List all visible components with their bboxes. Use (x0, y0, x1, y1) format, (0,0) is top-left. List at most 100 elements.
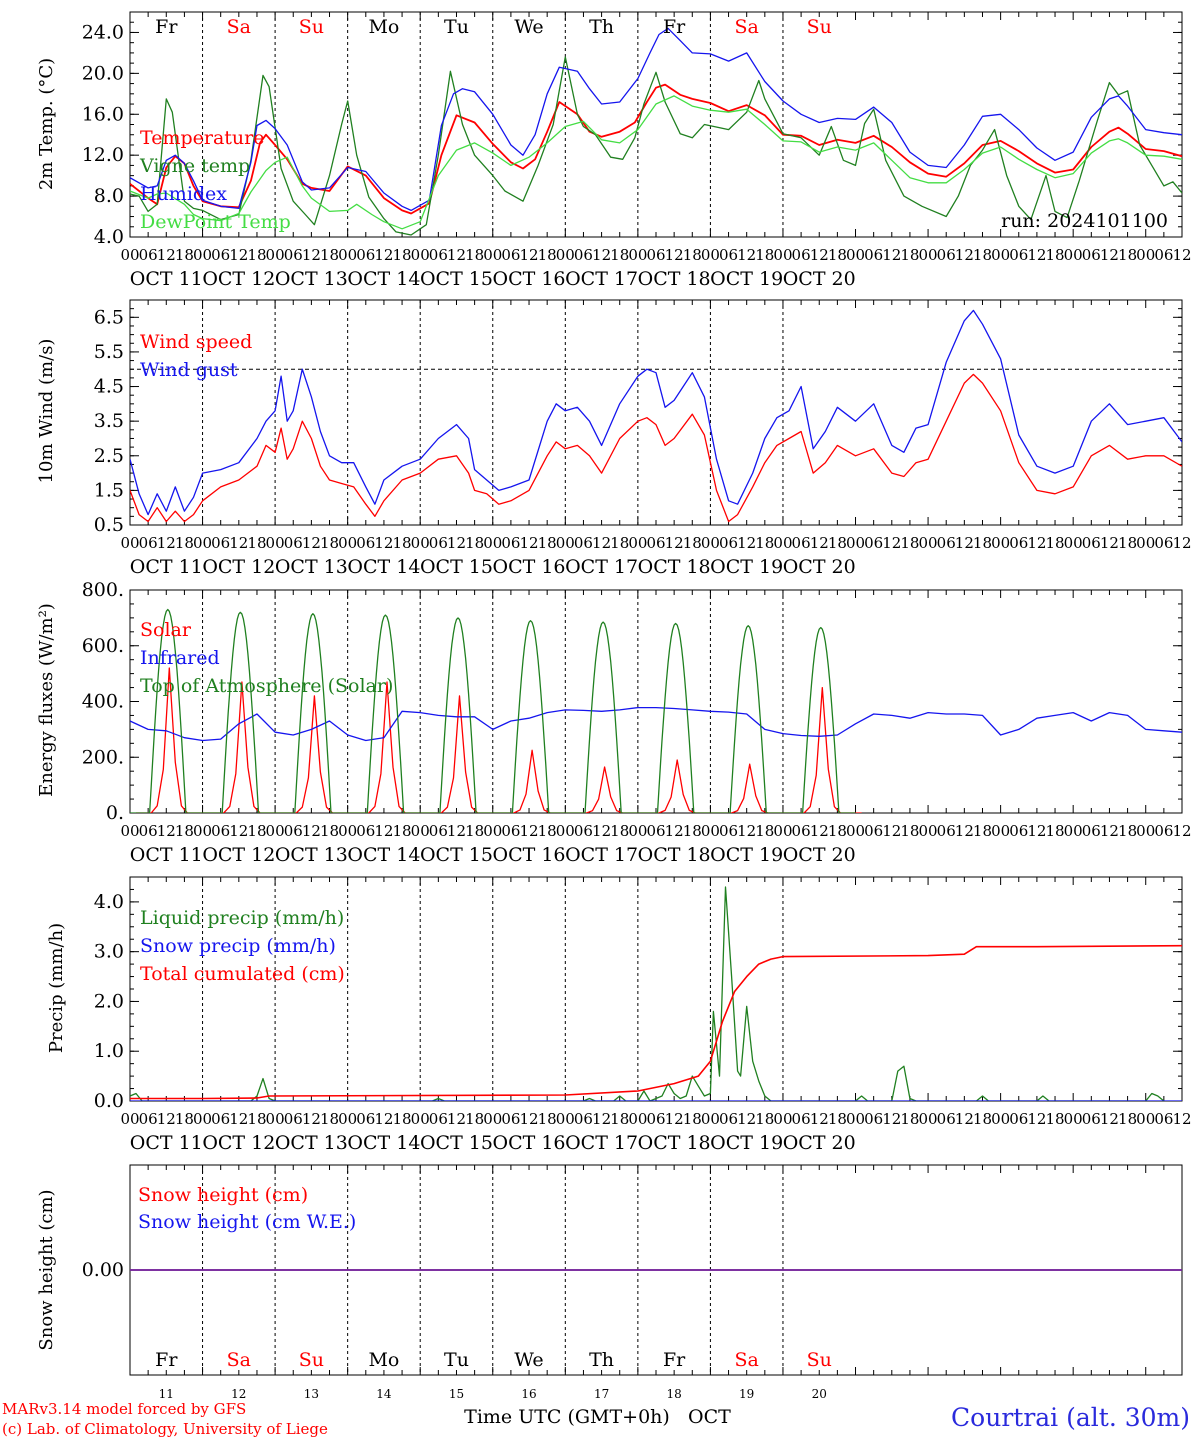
hour-label: 00 (991, 1110, 1010, 1128)
hour-label: 12 (665, 246, 684, 264)
hour-label: 00 (919, 534, 938, 552)
hour-label: 06 (139, 246, 158, 264)
hour-label: 00 (411, 1110, 430, 1128)
hour-label: 00 (1136, 246, 1155, 264)
hour-label: 12 (229, 1110, 248, 1128)
day-date-label: OCT 11 (130, 1132, 203, 1154)
hour-label: 12 (374, 822, 393, 840)
hour-label: 06 (139, 822, 158, 840)
day-date-label: OCT 13 (275, 556, 348, 578)
day-date-label: OCT 11 (130, 844, 203, 866)
hour-label: 00 (556, 534, 575, 552)
hour-label: 12 (302, 822, 321, 840)
day-date-label: OCT 13 (275, 1132, 348, 1154)
hour-label: 00 (701, 246, 720, 264)
hour-label: 00 (1064, 1110, 1083, 1128)
hour-label: 00 (919, 822, 938, 840)
hour-label: 06 (356, 246, 375, 264)
weekday-label: Fr (155, 1349, 178, 1371)
model-credit-line-1: MARv3.14 model forced by GFS (2, 1400, 246, 1418)
hour-label: 06 (574, 1110, 593, 1128)
y-axis-title: Energy fluxes (W/m²) (36, 603, 57, 797)
hour-label: 12 (665, 1110, 684, 1128)
day-date-label: OCT 17 (565, 1132, 638, 1154)
hour-label: 18 (247, 1110, 266, 1128)
hour-label: 12 (1027, 534, 1046, 552)
day-date-label: OCT 16 (493, 556, 566, 578)
hour-label: 00 (120, 534, 139, 552)
weekday-label: Th (589, 1349, 614, 1371)
hour-label: 12 (592, 534, 611, 552)
hour-label: 12 (955, 1110, 974, 1128)
hour-label: 00 (120, 822, 139, 840)
day-date-label: OCT 11 (130, 556, 203, 578)
hour-label: 00 (338, 1110, 357, 1128)
hour-label: 06 (501, 246, 520, 264)
hour-label: 00 (483, 246, 502, 264)
series-line-green (130, 608, 856, 813)
hour-label: 12 (737, 1110, 756, 1128)
hour-label: 06 (284, 1110, 303, 1128)
hour-label: 00 (120, 246, 139, 264)
hour-label: 06 (719, 534, 738, 552)
hour-label: 06 (719, 246, 738, 264)
hour-label: 00 (1064, 246, 1083, 264)
hour-label: 06 (792, 822, 811, 840)
hour-label: 00 (483, 1110, 502, 1128)
day-number-label: 18 (666, 1387, 681, 1401)
day-date-label: OCT 15 (420, 844, 493, 866)
day-date-label: OCT 18 (638, 268, 711, 290)
location-label: Courtrai (alt. 30m) (951, 1403, 1190, 1432)
day-date-label: OCT 11 (130, 268, 203, 290)
hour-label: 00 (266, 822, 285, 840)
hour-label: 00 (701, 822, 720, 840)
hour-label: 18 (610, 822, 629, 840)
series-line-blue (130, 27, 1182, 212)
hour-label: 00 (556, 246, 575, 264)
hour-label: 06 (1082, 1110, 1101, 1128)
y-tick-label: 6.5 (94, 306, 124, 328)
day-date-label: OCT 13 (275, 268, 348, 290)
hour-label: 00 (919, 246, 938, 264)
hour-label: 00 (773, 246, 792, 264)
hour-label: 12 (737, 534, 756, 552)
day-date-label: OCT 17 (565, 556, 638, 578)
day-date-label: OCT 14 (347, 844, 420, 866)
hour-label: 12 (1172, 534, 1191, 552)
hour-label: 06 (284, 822, 303, 840)
hour-label: 12 (810, 534, 829, 552)
hour-label: 18 (755, 822, 774, 840)
hour-label: 00 (193, 822, 212, 840)
weekday-label: Tu (444, 1349, 469, 1371)
day-number-label: 13 (304, 1387, 319, 1401)
hour-label: 06 (574, 822, 593, 840)
day-date-label: OCT 14 (347, 556, 420, 578)
hour-label: 06 (646, 246, 665, 264)
weekday-label: Th (589, 16, 614, 38)
day-date-label: OCT 12 (202, 268, 275, 290)
hour-label: 12 (1027, 1110, 1046, 1128)
hour-label: 18 (610, 534, 629, 552)
hour-label: 06 (139, 534, 158, 552)
legend-entry: Wind gust (140, 359, 238, 381)
hour-label: 12 (810, 822, 829, 840)
hour-label: 06 (574, 246, 593, 264)
hour-label: 12 (519, 246, 538, 264)
hour-label: 12 (302, 246, 321, 264)
hour-label: 00 (411, 246, 430, 264)
hour-label: 18 (755, 534, 774, 552)
y-tick-label: 24.0 (82, 21, 124, 43)
panel-5: 0.00 Snow height (cm) Snow height (cm) Snow… (36, 1164, 1183, 1401)
y-tick-label: 8.0 (94, 185, 124, 207)
hour-label: 18 (683, 246, 702, 264)
hour-label: 18 (828, 246, 847, 264)
hour-label: 18 (465, 822, 484, 840)
weekday-label: Fr (663, 1349, 686, 1371)
hour-label: 18 (393, 534, 412, 552)
hour-label: 18 (175, 1110, 194, 1128)
hour-label: 12 (157, 534, 176, 552)
hour-label: 12 (447, 246, 466, 264)
day-number-label: 19 (739, 1387, 754, 1401)
